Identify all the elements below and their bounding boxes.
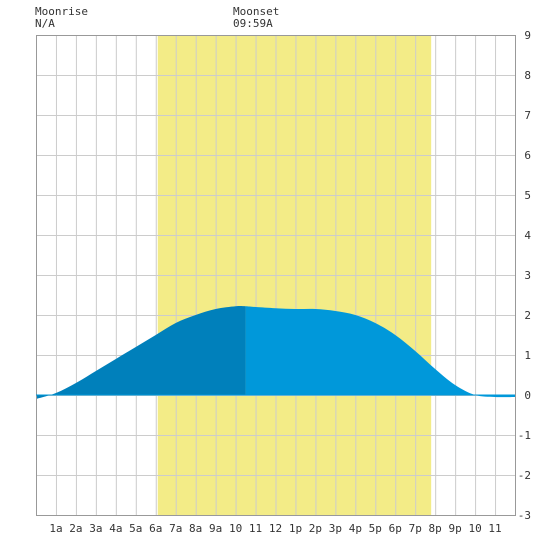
y-tick-label: 9 [524, 29, 531, 42]
x-tick-label: 1p [289, 522, 302, 535]
y-tick-label: 0 [524, 389, 531, 402]
x-tick-label: 7a [169, 522, 182, 535]
x-tick-label: 12 [269, 522, 282, 535]
moonset-value: 09:59A [233, 17, 273, 30]
x-tick-label: 8a [189, 522, 202, 535]
y-tick-label: -2 [518, 469, 531, 482]
y-tick-label: 5 [524, 189, 531, 202]
x-tick-label: 2a [69, 522, 82, 535]
y-tick-label: -1 [518, 429, 531, 442]
tide-area-layer [36, 305, 515, 399]
moonrise-value: N/A [35, 17, 55, 30]
plot-frame [36, 35, 516, 516]
x-tick-label: 11 [488, 522, 501, 535]
axes-layer [36, 35, 516, 516]
x-tick-label: 9p [449, 522, 462, 535]
x-tick-label: 6p [389, 522, 402, 535]
y-tick-label: 4 [524, 229, 531, 242]
y-tick-label: 8 [524, 69, 531, 82]
x-tick-label: 1a [49, 522, 62, 535]
y-tick-label: 1 [524, 349, 531, 362]
x-tick-label: 7p [409, 522, 422, 535]
x-tick-label: 4a [109, 522, 122, 535]
x-tick-label: 3p [329, 522, 342, 535]
y-tick-label: 6 [524, 149, 531, 162]
tide-area-past [36, 305, 246, 399]
y-tick-label: -3 [518, 509, 531, 522]
moonrise-title: Moonrise [35, 5, 88, 18]
x-tick-label: 11 [249, 522, 262, 535]
y-tick-label: 7 [524, 109, 531, 122]
x-tick-label: 9a [209, 522, 222, 535]
x-tick-label: 8p [429, 522, 442, 535]
y-tick-label: 2 [524, 309, 531, 322]
x-tick-label: 3a [89, 522, 102, 535]
x-tick-label: 10 [229, 522, 242, 535]
tide-area-future [245, 306, 515, 398]
x-tick-label: 5p [369, 522, 382, 535]
x-tick-label: 6a [149, 522, 162, 535]
moonset-title: Moonset [233, 5, 280, 18]
x-tick-label: 5a [129, 522, 142, 535]
y-tick-label: 3 [524, 269, 531, 282]
grid-layer [36, 35, 515, 515]
x-tick-label: 10 [468, 522, 481, 535]
x-tick-label: 2p [309, 522, 322, 535]
x-tick-label: 4p [349, 522, 362, 535]
